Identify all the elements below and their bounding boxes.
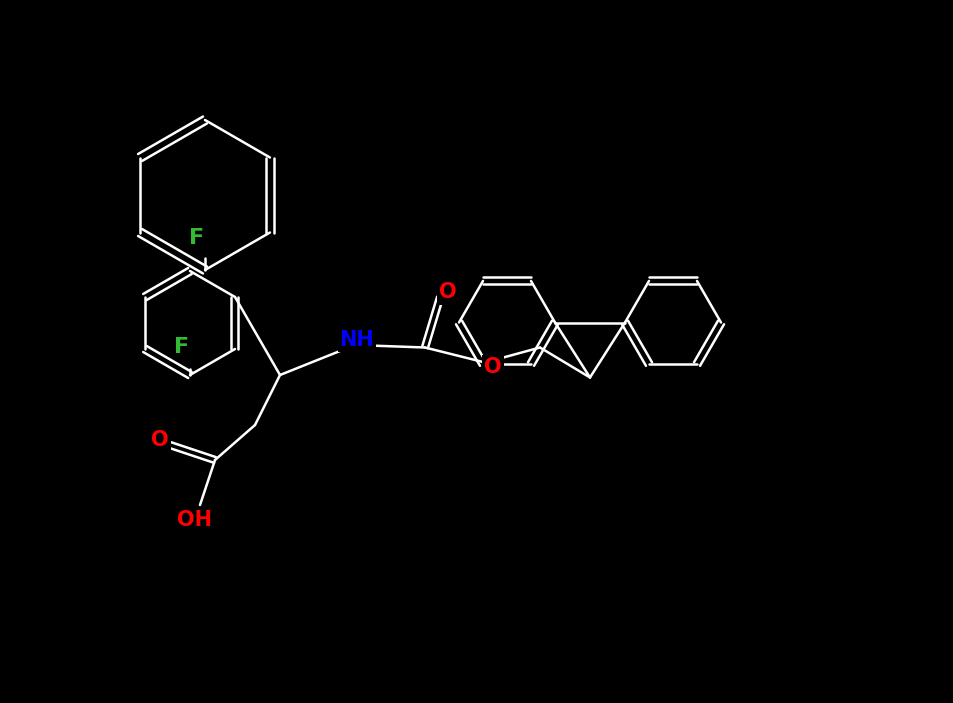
Text: O: O bbox=[484, 358, 501, 378]
Text: O: O bbox=[438, 283, 456, 302]
Text: F: F bbox=[174, 337, 190, 357]
Text: NH: NH bbox=[339, 330, 374, 350]
Text: OH: OH bbox=[177, 510, 213, 530]
Text: F: F bbox=[190, 228, 204, 248]
Text: O: O bbox=[151, 430, 169, 450]
